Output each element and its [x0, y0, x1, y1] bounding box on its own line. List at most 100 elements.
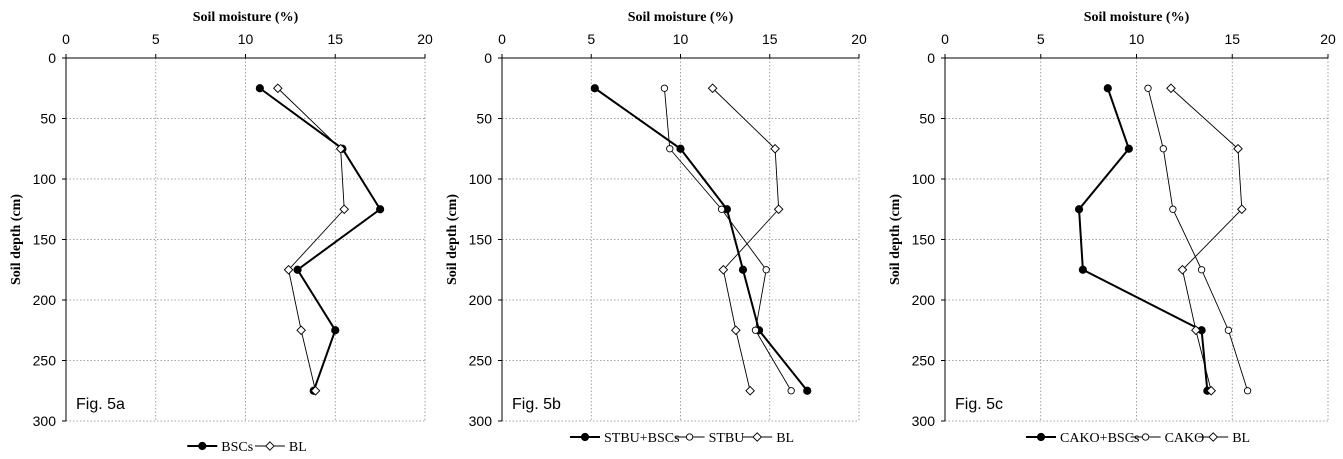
legend: BSCs BL: [187, 440, 307, 455]
series-line-stbu-bscs: [594, 87, 809, 392]
legend-swatch-marker: [1208, 432, 1219, 442]
legend-swatch-marker: [198, 441, 207, 451]
legend: STBU+BSCs STBU BL: [570, 431, 794, 446]
legend-label: STBU: [709, 431, 745, 446]
y-axis-title: Soil depth (cm): [9, 194, 24, 285]
y-tick-label: 100: [912, 171, 936, 187]
data-point: [283, 264, 294, 275]
data-point: [1206, 385, 1217, 396]
y-tick-label: 200: [33, 292, 57, 308]
x-tick-label: 0: [941, 31, 949, 47]
series-line-cako-bscs: [1078, 87, 1209, 391]
data-point: [666, 145, 674, 153]
panel-label: Fig. 5b: [512, 396, 561, 413]
data-point: [1243, 387, 1252, 395]
y-tick-label: 50: [476, 111, 492, 127]
data-point: [803, 386, 812, 395]
x-tick-label: 15: [327, 31, 343, 47]
series-line-bl: [712, 87, 780, 391]
data-point: [1103, 84, 1112, 93]
y-tick-label: 50: [919, 111, 935, 127]
data-point: [1166, 83, 1176, 94]
y-tick-label: 300: [469, 413, 493, 429]
data-point: [1169, 205, 1177, 213]
legend-label: BL: [289, 440, 307, 455]
x-tick-label: 15: [1224, 31, 1240, 47]
y-tick-label: 150: [912, 232, 936, 248]
y-tick-label: 100: [33, 171, 57, 187]
data-point: [272, 83, 283, 94]
data-point: [717, 205, 726, 213]
data-point: [310, 385, 321, 396]
data-point: [1177, 264, 1188, 275]
legend-swatch-marker: [1036, 432, 1046, 442]
data-point: [296, 325, 306, 336]
data-point: [718, 264, 729, 275]
x-tick-label: 5: [152, 31, 160, 47]
x-axis-title: Soil moisture (%): [1084, 10, 1190, 25]
y-tick-label: 200: [912, 292, 936, 308]
data-point: [1224, 326, 1233, 334]
y-tick-label: 300: [33, 413, 57, 429]
data-point: [660, 84, 669, 92]
data-point: [738, 265, 748, 274]
x-tick-label: 15: [762, 31, 778, 47]
y-tick-label: 0: [48, 50, 56, 66]
panel-label: Fig. 5c: [955, 396, 1003, 413]
panel-label: Fig. 5a: [76, 396, 125, 413]
y-tick-label: 0: [484, 50, 492, 66]
legend-swatch-marker: [580, 432, 590, 442]
data-point: [1159, 145, 1167, 153]
legend-label: STBU+BSCs: [604, 431, 680, 446]
x-tick-label: 0: [498, 31, 506, 47]
series-line-bscs: [259, 87, 382, 392]
y-tick-label: 250: [912, 353, 936, 369]
data-point: [1233, 143, 1243, 154]
series-line-stbu: [663, 88, 792, 391]
legend-swatch-marker: [1141, 433, 1150, 441]
series-line-cako: [1147, 88, 1248, 391]
data-point: [1197, 266, 1206, 274]
data-point: [376, 205, 385, 214]
x-axis-title: Soil moisture (%): [628, 10, 734, 25]
legend-label: CAKO: [1165, 431, 1205, 446]
data-point: [787, 387, 795, 395]
x-tick-label: 0: [62, 31, 70, 47]
x-tick-label: 20: [1320, 31, 1336, 47]
data-point: [255, 84, 264, 93]
legend-swatch-marker: [752, 432, 763, 442]
legend-label: BL: [1232, 431, 1250, 446]
legend-label: CAKO+BSCs: [1060, 431, 1139, 446]
x-tick-label: 10: [238, 31, 254, 47]
x-tick-label: 20: [417, 31, 433, 47]
data-point: [590, 84, 599, 93]
x-tick-label: 5: [1037, 31, 1045, 47]
data-point: [293, 265, 302, 274]
data-point: [745, 385, 755, 396]
x-tick-label: 10: [1129, 31, 1145, 47]
legend-swatch-marker: [265, 441, 275, 451]
series-line-bl: [1170, 87, 1243, 391]
data-point: [762, 266, 770, 274]
data-point: [707, 83, 718, 94]
x-axis-title: Soil moisture (%): [193, 10, 299, 25]
y-tick-label: 250: [33, 353, 57, 369]
legend: CAKO+BSCs CAKO BL: [1026, 431, 1250, 446]
y-tick-label: 200: [469, 292, 493, 308]
y-tick-label: 250: [469, 353, 493, 369]
data-point: [339, 204, 350, 215]
y-tick-label: 150: [469, 232, 493, 248]
y-tick-label: 300: [912, 413, 936, 429]
y-axis-title: Soil depth (cm): [888, 194, 903, 285]
data-point: [1078, 265, 1087, 274]
data-point: [730, 325, 741, 336]
x-tick-label: 10: [673, 31, 689, 47]
y-tick-label: 0: [927, 50, 935, 66]
data-point: [335, 143, 346, 154]
x-tick-label: 20: [851, 31, 867, 47]
data-point: [1074, 205, 1084, 214]
legend-label: BSCs: [221, 440, 253, 455]
